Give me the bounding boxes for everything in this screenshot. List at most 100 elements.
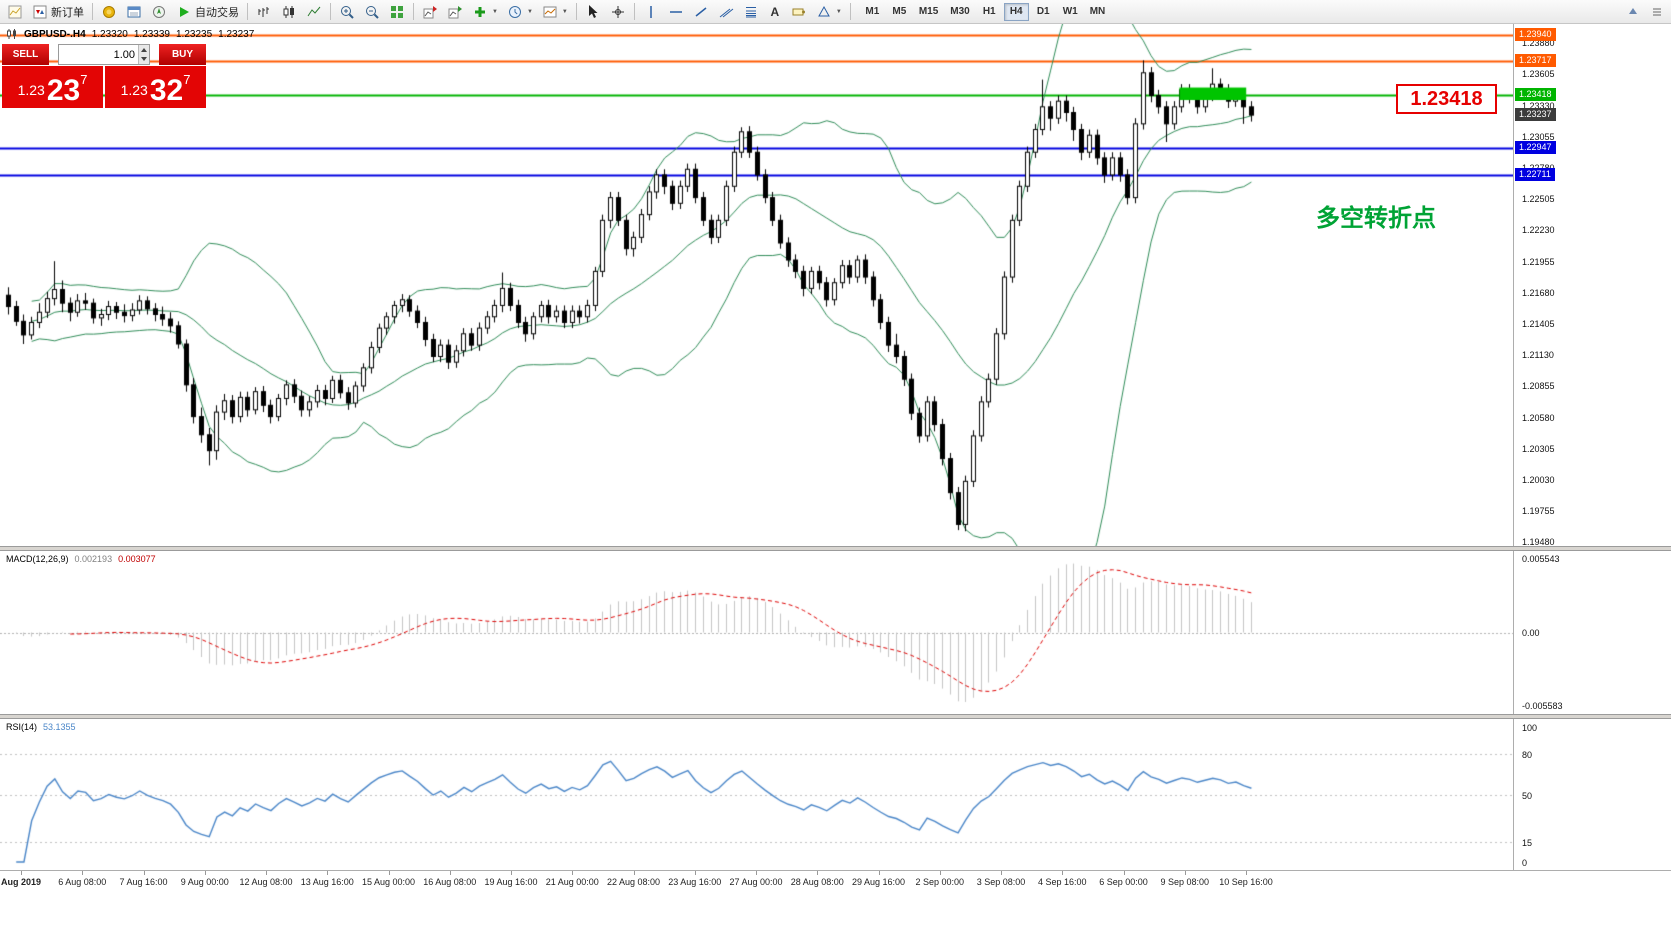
- fibonacci-icon: [745, 6, 756, 17]
- quote-low: 1.23235: [176, 28, 213, 40]
- quote-open: 1.23320: [91, 28, 128, 40]
- timeframe-button-m15[interactable]: M15: [918, 6, 939, 17]
- time-axis-tick: [633, 871, 635, 875]
- volume-field[interactable]: 1.00: [58, 44, 150, 65]
- autotrading-button[interactable]: 自动交易: [172, 1, 243, 22]
- volume-increase-button[interactable]: [139, 45, 149, 55]
- macd-chart[interactable]: [0, 551, 1513, 714]
- market-watch-button[interactable]: [97, 1, 121, 22]
- crosshair-tool-button[interactable]: [606, 1, 630, 22]
- price-chart[interactable]: [0, 24, 1513, 546]
- rsi-chart[interactable]: [0, 719, 1513, 870]
- price-axis-tick: 1.23880: [1522, 38, 1555, 49]
- shapes-tool-button[interactable]: ▼: [812, 1, 846, 22]
- toolbar-options-button[interactable]: [1646, 1, 1668, 22]
- timeframe-button-m5[interactable]: M5: [892, 6, 907, 17]
- toolbar-scroll-button[interactable]: [1622, 1, 1644, 22]
- navigator-icon: [153, 5, 165, 18]
- time-axis-tick: [21, 871, 22, 875]
- fibonacci-tool-button[interactable]: [739, 1, 763, 22]
- price-axis-tick: 1.20855: [1522, 381, 1555, 392]
- price-axis-tick: 1.22505: [1522, 194, 1555, 205]
- turning-point-annotation[interactable]: 多空转折点: [1316, 205, 1436, 232]
- vertical-line-tool-button[interactable]: [639, 1, 663, 22]
- buy-button[interactable]: BUY: [159, 44, 206, 65]
- tile-windows-icon: [391, 5, 403, 18]
- toolbar-separator: [92, 3, 93, 20]
- line-chart-button[interactable]: [302, 1, 326, 22]
- app-icon-button[interactable]: [3, 1, 27, 22]
- navigator-button[interactable]: [147, 1, 171, 22]
- spin-up-icon: [141, 47, 147, 52]
- time-axis-label: 13 Aug 16:00: [300, 877, 354, 887]
- toolbar-separator: [247, 3, 248, 20]
- one-click-trading-panel: SELL 1.00 BUY 1.23 23 7 1.23 32 7: [2, 44, 206, 108]
- horizontal-line-tool-button[interactable]: [664, 1, 688, 22]
- time-axis-label: 6 Sep 00:00: [1099, 877, 1148, 887]
- new-order-button[interactable]: 新订单: [28, 1, 88, 22]
- text-tool-button[interactable]: A: [764, 1, 786, 22]
- quote-line: GBPUSD-.H4 1.23320 1.23339 1.23235 1.232…: [6, 28, 254, 40]
- time-axis-tick: [817, 871, 819, 875]
- price-callout[interactable]: 1.23418: [1396, 84, 1497, 114]
- toolbar-separator: [413, 3, 414, 20]
- vertical-line-icon: [650, 5, 652, 18]
- chevron-down-icon: ▼: [492, 8, 498, 15]
- arrow-up-icon: [1629, 7, 1637, 14]
- candlestick-chart-button[interactable]: [277, 1, 301, 22]
- zoom-out-button[interactable]: [360, 1, 384, 22]
- market-watch-icon: [103, 5, 115, 18]
- volume-spinner: [138, 45, 149, 64]
- macd-axis: 0.005543 0.00 -0.005583: [1513, 551, 1671, 714]
- buy-price-panel[interactable]: 1.23 32 7: [105, 66, 206, 108]
- price-axis-tick: 1.19755: [1522, 506, 1555, 517]
- menu-icon: [1653, 8, 1661, 15]
- panel-separator[interactable]: [0, 546, 1671, 551]
- data-window-button[interactable]: [122, 1, 146, 22]
- time-axis-tick: [511, 871, 512, 875]
- timeframe-button-w1[interactable]: W1: [1062, 6, 1078, 17]
- time-axis-tick: [1123, 871, 1125, 875]
- timeframe-group: M1 M5 M15 M30 H1 H4 D1 W1 MN: [859, 2, 1111, 21]
- price-axis[interactable]: 1.238801.236051.233301.230551.227801.225…: [1513, 24, 1671, 547]
- timeframe-button-h4[interactable]: H4: [1003, 2, 1029, 21]
- timeframe-button-mn[interactable]: MN: [1089, 6, 1106, 17]
- zoom-in-button[interactable]: [335, 1, 359, 22]
- time-axis-tick: [694, 871, 696, 875]
- periods-button[interactable]: ▼: [503, 1, 537, 22]
- price-axis-tick: 1.20030: [1522, 475, 1555, 486]
- bar-chart-button[interactable]: [252, 1, 276, 22]
- add-indicator-button[interactable]: ▼: [468, 1, 502, 22]
- quote-high: 1.23339: [133, 28, 170, 40]
- panel-separator[interactable]: [0, 714, 1671, 719]
- price-axis-tag-blue: 1.22947: [1515, 141, 1556, 155]
- shapes-icon: [818, 5, 830, 16]
- timeframe-button-h1[interactable]: H1: [982, 6, 996, 17]
- timeframe-button-m30[interactable]: M30: [950, 6, 970, 17]
- price-axis-tick: 1.21680: [1522, 287, 1555, 298]
- autoscroll-icon: [448, 5, 462, 18]
- sell-price-panel[interactable]: 1.23 23 7: [2, 66, 103, 108]
- time-axis[interactable]: Aug 2019 6 Aug 08:00 7 Aug 16:00 9 Aug 00:0…: [0, 870, 1671, 892]
- channel-tool-button[interactable]: [714, 1, 738, 22]
- toolbar-separator: [330, 3, 331, 20]
- time-axis-tick: [204, 871, 206, 875]
- cursor-tool-button[interactable]: [581, 1, 605, 22]
- trendline-tool-button[interactable]: [689, 1, 713, 22]
- timeframe-button-m1[interactable]: M1: [865, 6, 880, 17]
- autoscroll-button[interactable]: [443, 1, 467, 22]
- volume-decrease-button[interactable]: [139, 54, 149, 64]
- app-icon: [8, 5, 22, 18]
- text-label-tool-button[interactable]: [787, 1, 811, 22]
- tile-windows-button[interactable]: [385, 1, 409, 22]
- time-axis-tick: [939, 871, 941, 875]
- time-axis-tick: [449, 871, 451, 875]
- sell-button[interactable]: SELL: [2, 44, 49, 65]
- macd-title: MACD(12,26,9) 0.002193 0.003077: [6, 554, 156, 564]
- time-axis-label: 22 Aug 08:00: [606, 877, 661, 887]
- templates-button[interactable]: ▼: [538, 1, 572, 22]
- shift-chart-button[interactable]: [418, 1, 442, 22]
- timeframe-button-d1[interactable]: D1: [1036, 6, 1050, 17]
- time-axis-tick: [327, 871, 329, 875]
- time-axis-label: Aug 2019: [0, 877, 42, 887]
